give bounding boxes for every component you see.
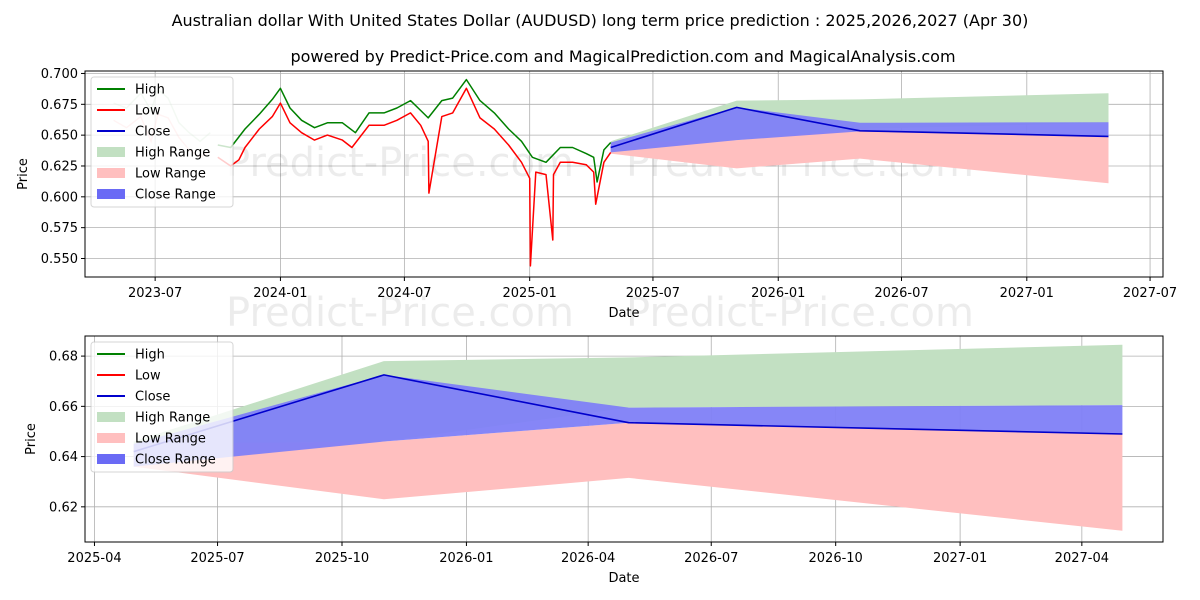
legend: High Low Close High Range Low Range Close Ran…: [90, 341, 234, 473]
legend-label-close: Close: [135, 125, 170, 140]
close-range-band: [610, 107, 1109, 153]
axes-frame: [84, 335, 1164, 543]
y-tick-label: 0.600: [41, 190, 78, 205]
x-tick-label: 2025-07: [190, 551, 244, 566]
y-axis-label: Price: [16, 158, 31, 190]
legend-swatch-low-range: [97, 433, 125, 443]
x-tick-label: 2027-04: [1055, 551, 1109, 566]
x-axis-label: Date: [608, 306, 639, 321]
legend-label-low-range: Low Range: [135, 167, 206, 182]
y-axis-label: Price: [24, 423, 39, 455]
watermark: Predict-Price.com: [226, 140, 574, 186]
x-tick-label: 2026-01: [751, 286, 805, 301]
legend-swatch-high-range: [97, 412, 125, 422]
y-tick-label: 0.68: [49, 350, 78, 365]
y-tick-label: 0.675: [41, 98, 78, 113]
plot-area: [113, 78, 1109, 267]
x-tick-label: 2026-07: [684, 551, 738, 566]
x-tick-label: 2027-01: [1000, 286, 1054, 301]
panel-long-term: Predict-Price.com Predict-Price.com Predic…: [16, 67, 1177, 336]
y-tick-label: 0.625: [41, 159, 78, 174]
y-tick-label: 0.64: [49, 450, 78, 465]
panel-forecast-zoom: Predict-Price.comPredict-Price.com2025-0…: [24, 335, 1164, 586]
y-tick-label: 0.62: [49, 500, 78, 515]
x-tick-label: 2026-01: [439, 551, 493, 566]
y-tick-label: 0.550: [41, 252, 78, 267]
legend-label-low: Low: [135, 369, 161, 384]
watermark: Predict-Price.com: [226, 290, 574, 336]
legend-label-low-range: Low Range: [135, 432, 206, 447]
legend-swatch-low-range: [97, 168, 125, 178]
x-tick-label: 2025-07: [626, 286, 680, 301]
legend-box: [90, 341, 234, 473]
x-axis-label: Date: [608, 571, 639, 586]
y-tick-label: 0.66: [49, 400, 78, 415]
legend-swatch-close-range: [97, 454, 125, 464]
legend-swatch-high-range: [97, 147, 125, 157]
close-line: [610, 106, 1109, 149]
high-line: [217, 78, 612, 183]
legend-label-close-range: Close Range: [135, 188, 216, 203]
x-tick-label: 2024-01: [253, 286, 307, 301]
x-tick-label: 2027-01: [933, 551, 987, 566]
x-tick-label: 2024-07: [377, 286, 431, 301]
chart-subtitle: powered by Predict-Price.com and Magical…: [290, 47, 955, 66]
legend-label-close-range: Close Range: [135, 453, 216, 468]
low-range-band: [133, 422, 1123, 531]
close-range-band: [133, 374, 1123, 467]
plot-area: [133, 344, 1123, 531]
axes-frame: [84, 70, 1164, 278]
legend-swatch-close-range: [97, 189, 125, 199]
legend-label-high: High: [135, 83, 165, 98]
y-tick-label: 0.700: [41, 67, 78, 82]
x-tick-label: 2023-07: [128, 286, 182, 301]
legend-label-close: Close: [135, 390, 170, 405]
low-range-band: [610, 129, 1109, 184]
axes: 2025-04 2025-07 2025-10 2026-01 2026-04 2026-…: [24, 350, 1109, 586]
legend-box: [90, 76, 234, 208]
x-tick-label: 2027-07: [1123, 286, 1177, 301]
axes: 2023-07 2024-01 2024-07 2025-01 2025-07 2026-…: [16, 67, 1177, 321]
low-line: [217, 87, 612, 267]
y-tick-label: 0.575: [41, 221, 78, 236]
x-tick-label: 2026-07: [874, 286, 928, 301]
x-tick-label: 2026-10: [809, 551, 863, 566]
close-line: [133, 374, 1123, 453]
legend-label-high-range: High Range: [135, 411, 210, 426]
chart-title: Australian dollar With United States Dol…: [172, 11, 1029, 30]
x-tick-label: 2026-04: [561, 551, 615, 566]
legend: High Low Close High Range Low Range Close Ran…: [90, 76, 234, 208]
x-tick-label: 2025-04: [67, 551, 121, 566]
legend-label-high-range: High Range: [135, 146, 210, 161]
legend-label-low: Low: [135, 104, 161, 119]
x-tick-label: 2025-01: [503, 286, 557, 301]
y-tick-label: 0.650: [41, 129, 78, 144]
x-tick-label: 2025-10: [315, 551, 369, 566]
watermark: Predict-Price.com: [626, 290, 974, 336]
legend-label-high: High: [135, 348, 165, 363]
